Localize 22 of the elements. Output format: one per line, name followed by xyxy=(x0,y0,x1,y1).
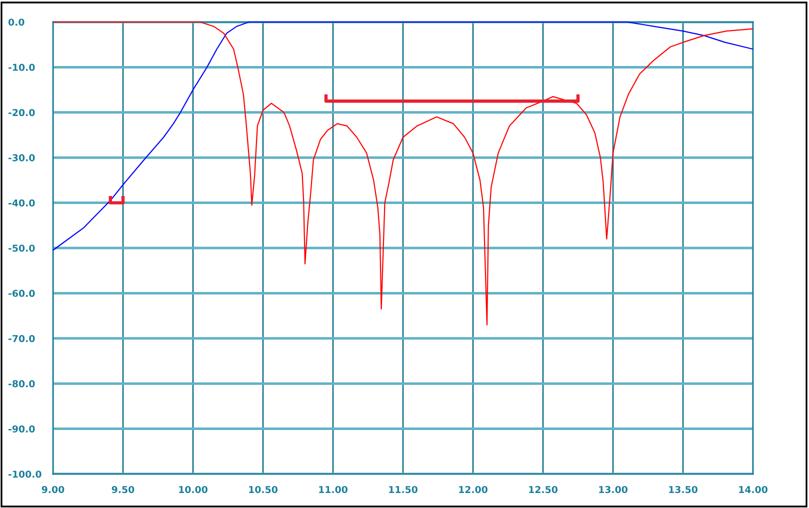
x-tick-label: 11.00 xyxy=(319,486,348,494)
x-tick-label: 14.00 xyxy=(739,486,768,494)
y-tick-label: -70.0 xyxy=(8,334,35,342)
y-tick-label: -80.0 xyxy=(8,380,35,388)
y-tick-label: -20.0 xyxy=(8,108,35,116)
y-tick-label: -90.0 xyxy=(8,425,35,433)
x-tick-label: 11.50 xyxy=(389,486,418,494)
y-tick-label: -50.0 xyxy=(8,244,35,252)
x-tick-label: 10.00 xyxy=(179,486,208,494)
y-tick-label: 0.0 xyxy=(8,18,24,26)
y-tick-label: -100.0 xyxy=(8,470,42,478)
x-tick-label: 10.50 xyxy=(249,486,278,494)
x-tick-label: 13.50 xyxy=(669,486,698,494)
y-tick-label: -10.0 xyxy=(8,64,35,71)
x-tick-label: 9.50 xyxy=(112,486,134,494)
y-tick-label: -40.0 xyxy=(8,199,35,207)
y-tick-label: -60.0 xyxy=(8,290,35,297)
x-tick-label: 13.00 xyxy=(599,486,628,494)
x-tick-label: 12.00 xyxy=(459,486,488,494)
x-tick-label: 12.50 xyxy=(529,486,558,494)
y-tick-label: -30.0 xyxy=(8,154,35,162)
x-tick-label: 9.00 xyxy=(42,486,64,494)
